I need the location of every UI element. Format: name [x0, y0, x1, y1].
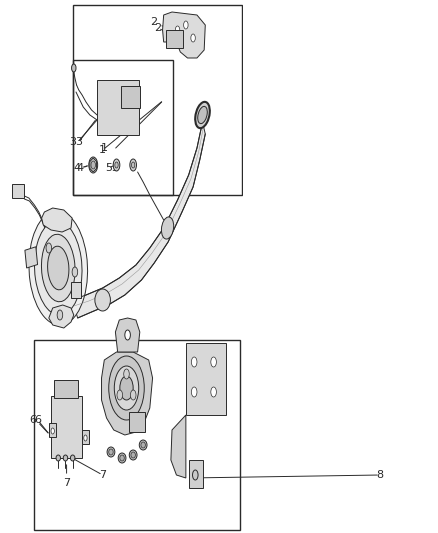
Circle shape	[57, 310, 63, 320]
Text: 4: 4	[77, 163, 84, 173]
Polygon shape	[49, 305, 74, 328]
Polygon shape	[162, 12, 205, 58]
Bar	[54, 380, 78, 398]
Circle shape	[120, 376, 133, 400]
Text: 7: 7	[63, 478, 70, 488]
Ellipse shape	[162, 217, 174, 239]
Ellipse shape	[139, 440, 147, 450]
Ellipse shape	[63, 455, 68, 461]
Text: 5: 5	[111, 163, 118, 173]
Circle shape	[113, 159, 120, 171]
Circle shape	[211, 357, 216, 367]
Ellipse shape	[131, 452, 135, 458]
Polygon shape	[115, 318, 140, 352]
Polygon shape	[102, 352, 152, 435]
Circle shape	[131, 390, 136, 400]
Ellipse shape	[107, 447, 115, 457]
Bar	[73, 5, 243, 195]
Ellipse shape	[95, 289, 110, 311]
Text: 1: 1	[101, 143, 108, 153]
Bar	[25, 247, 38, 268]
Circle shape	[117, 390, 123, 400]
Circle shape	[72, 267, 78, 277]
Circle shape	[193, 470, 198, 480]
Bar	[49, 423, 56, 437]
Ellipse shape	[29, 211, 88, 325]
Bar	[12, 184, 25, 198]
Circle shape	[211, 387, 216, 397]
Ellipse shape	[35, 221, 82, 315]
Circle shape	[51, 428, 54, 434]
Ellipse shape	[118, 453, 126, 463]
Polygon shape	[72, 122, 205, 318]
Circle shape	[84, 435, 87, 441]
Text: 2: 2	[150, 17, 157, 27]
Text: 5: 5	[105, 163, 112, 173]
Text: 7: 7	[99, 470, 106, 480]
Circle shape	[124, 369, 129, 379]
Circle shape	[131, 162, 135, 168]
Text: 2: 2	[155, 23, 162, 33]
Ellipse shape	[141, 442, 145, 448]
Circle shape	[191, 34, 195, 42]
Ellipse shape	[42, 234, 75, 302]
Circle shape	[125, 330, 131, 340]
Circle shape	[114, 366, 139, 410]
Circle shape	[115, 162, 118, 168]
Polygon shape	[42, 208, 72, 232]
Circle shape	[191, 387, 197, 397]
Circle shape	[175, 26, 180, 34]
Bar	[82, 430, 89, 444]
Text: 8: 8	[194, 478, 201, 488]
Bar	[71, 282, 81, 298]
Circle shape	[184, 21, 188, 29]
Text: 6: 6	[34, 415, 41, 425]
Ellipse shape	[56, 455, 60, 461]
Circle shape	[91, 161, 95, 169]
Bar	[73, 60, 173, 195]
Polygon shape	[171, 415, 186, 478]
Circle shape	[191, 357, 197, 367]
Text: 4: 4	[73, 163, 81, 173]
Circle shape	[109, 356, 144, 420]
Ellipse shape	[71, 455, 75, 461]
Bar	[97, 80, 139, 135]
Text: 3: 3	[70, 137, 77, 147]
Bar	[51, 396, 81, 458]
Ellipse shape	[48, 246, 69, 290]
Bar	[166, 30, 183, 48]
Bar	[186, 343, 226, 415]
Text: 6: 6	[29, 415, 36, 425]
Bar	[121, 86, 140, 108]
Circle shape	[130, 159, 137, 171]
Ellipse shape	[195, 102, 210, 128]
Bar	[129, 412, 145, 432]
Ellipse shape	[120, 455, 124, 461]
Bar	[189, 460, 202, 488]
Text: 3: 3	[75, 137, 82, 147]
Circle shape	[71, 64, 76, 72]
Text: 8: 8	[377, 470, 384, 480]
Ellipse shape	[198, 107, 207, 124]
Ellipse shape	[109, 449, 113, 455]
Bar	[35, 340, 240, 530]
Circle shape	[46, 243, 52, 253]
Circle shape	[89, 157, 98, 173]
Ellipse shape	[129, 450, 137, 460]
Text: 1: 1	[99, 145, 106, 155]
